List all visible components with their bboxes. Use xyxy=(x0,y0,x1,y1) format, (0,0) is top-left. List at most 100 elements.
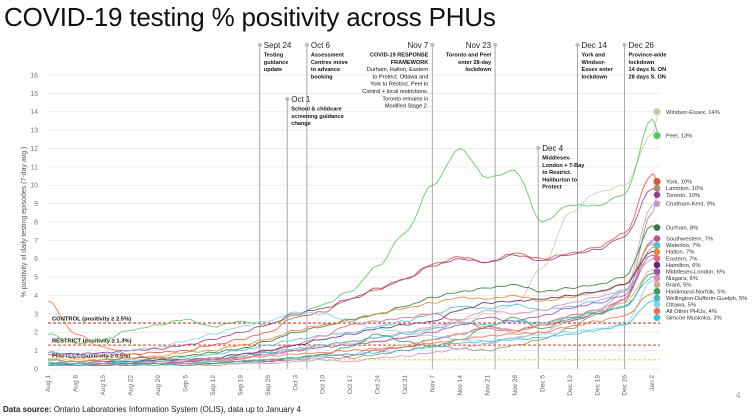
legend-label: Durham, 8% xyxy=(666,226,698,232)
x-tick-label: Dec 26 xyxy=(622,375,629,396)
x-tick-label: Oct 10 xyxy=(320,375,327,395)
series-line-peel xyxy=(48,119,660,344)
y-tick-label: 11 xyxy=(31,164,38,171)
event-description: to Protect. Ottawa and xyxy=(373,74,429,80)
threshold-lines: CONTROL (positivity ≥ 2.5%) RESTRICT (pos… xyxy=(48,317,660,360)
event-date: Nov 23 xyxy=(466,41,492,50)
page-number: 4 xyxy=(736,391,740,400)
series-line-southwestern xyxy=(48,238,660,366)
event-marker-icon xyxy=(575,43,579,47)
series-line-windsor-essex xyxy=(48,112,660,362)
x-tick-label: Oct 3 xyxy=(292,375,299,391)
x-tick-label: Nov 14 xyxy=(457,375,464,396)
event-marker-icon xyxy=(622,43,626,47)
legend-label: Wellington-Dufferin-Guelph, 5% xyxy=(666,296,747,302)
data-source-text: Ontario Laboratories Information System … xyxy=(54,405,301,414)
grid-lines xyxy=(48,45,660,369)
event-date: Dec 4 xyxy=(542,144,563,153)
event-description: Centres move xyxy=(311,60,348,66)
legend-label: Brant, 5% xyxy=(666,283,691,289)
event-description: Windsor- xyxy=(581,60,605,66)
event-marker-icon xyxy=(430,43,434,47)
y-tick-label: 2 xyxy=(34,330,38,337)
series-line-niagara xyxy=(48,258,660,364)
legend-label: York, 10% xyxy=(666,180,692,186)
x-tick-label: Oct 31 xyxy=(402,375,409,395)
event-description: to advance xyxy=(311,67,340,73)
data-source-label: Data source: xyxy=(3,405,51,414)
y-tick-label: 6 xyxy=(34,256,38,263)
event-marker-icon xyxy=(305,43,309,47)
event-description: Essex enter xyxy=(581,67,613,73)
x-tick-label: Jan 2 xyxy=(649,375,656,391)
y-tick-label: 10 xyxy=(30,183,38,190)
legend-label: Hamilton, 6% xyxy=(666,263,700,269)
legend-dot-icon xyxy=(654,255,661,262)
x-tick-label: Sep 5 xyxy=(182,375,189,392)
series-lines xyxy=(48,112,660,366)
event-description: enter 28-day xyxy=(458,60,492,66)
event-date: Oct 6 xyxy=(311,41,331,50)
data-source: Data source: Ontario Laboratories Inform… xyxy=(3,405,301,414)
x-tick-label: Aug 15 xyxy=(100,375,107,396)
event-description: Toronto remains in xyxy=(382,96,428,102)
x-tick-label: Dec 5 xyxy=(539,375,546,392)
legend-dot-icon xyxy=(654,262,661,269)
x-tick-label: Nov 7 xyxy=(430,375,437,392)
y-tick-label: 13 xyxy=(30,128,38,135)
y-tick-label: 9 xyxy=(34,201,38,208)
event-description: FRAMEWORK xyxy=(391,60,429,66)
y-tick-label: 4 xyxy=(34,293,38,300)
legend-label: Simcoe Muskoka, 3% xyxy=(666,316,722,322)
legend-label: Windsor-Essex, 14% xyxy=(666,110,720,116)
legend-label: Lambton, 10% xyxy=(666,186,703,192)
legend-label: Eastern, 7% xyxy=(666,256,698,262)
event-marker-icon xyxy=(493,43,497,47)
legend-label: Southwestern, 7% xyxy=(666,237,713,243)
event-description: Modified Stage 2. xyxy=(385,104,429,110)
legend-dot-icon xyxy=(654,235,661,242)
event-description: Middlesex- xyxy=(542,156,571,162)
y-tick-label: 16 xyxy=(30,72,38,79)
legend-label: Haldimand-Norfolk, 5% xyxy=(666,289,726,295)
legend-dot-icon xyxy=(654,308,661,315)
event-marker-icon xyxy=(285,97,289,101)
x-tick-label: Nov 28 xyxy=(512,375,519,396)
y-axis-label: % positivity of daily testing episodes (… xyxy=(21,147,28,298)
y-tick-label: 1 xyxy=(34,348,38,355)
event-marker-icon xyxy=(258,43,262,47)
legend-dot-icon xyxy=(654,224,661,231)
series-line-hamilton xyxy=(48,251,660,364)
x-tick-label: Dec 19 xyxy=(594,375,601,396)
y-tick-label: 0 xyxy=(34,366,38,373)
legend-dot-icon xyxy=(654,295,661,302)
event-description: School & childcare xyxy=(291,107,341,113)
legend-dot-icon xyxy=(654,288,661,295)
event-description: screening guidance xyxy=(291,114,344,120)
x-tick-label: Oct 17 xyxy=(347,375,354,395)
event-description: Protect xyxy=(542,185,561,191)
event-description: Province-wide xyxy=(629,53,667,59)
x-tick-label: Oct 24 xyxy=(375,375,382,395)
x-axis: Aug 1 Aug 8 Aug 15 Aug 22 Aug 29 Sep 5 Sep 12 S… xyxy=(45,375,656,396)
legend-dot-icon xyxy=(653,178,660,185)
event-description: guidance xyxy=(264,60,289,66)
x-tick-label: Sep 12 xyxy=(210,375,217,396)
event-description: 14 days N. ON xyxy=(629,67,667,73)
event-description: change xyxy=(291,121,311,127)
event-description: York and xyxy=(581,53,605,59)
event-description: update xyxy=(264,67,282,73)
y-tick-label: 5 xyxy=(34,275,38,282)
event-description: York to Restrict. Peel to xyxy=(370,82,428,88)
legend-label: Halton, 7% xyxy=(666,250,694,256)
event-date: Dec 14 xyxy=(581,41,607,50)
event-date: Sept 24 xyxy=(264,41,292,50)
y-tick-label: 14 xyxy=(30,109,38,116)
threshold-label-restrict: RESTRICT (positivity ≥ 1.3%) xyxy=(52,339,132,345)
x-tick-label: Dec 12 xyxy=(567,375,574,396)
legend-dot-icon xyxy=(653,108,660,115)
x-tick-label: Aug 29 xyxy=(155,375,162,396)
event-annotations: Sept 24TestingguidanceupdateOct 1School … xyxy=(258,41,667,191)
y-tick-label: 15 xyxy=(30,91,38,98)
